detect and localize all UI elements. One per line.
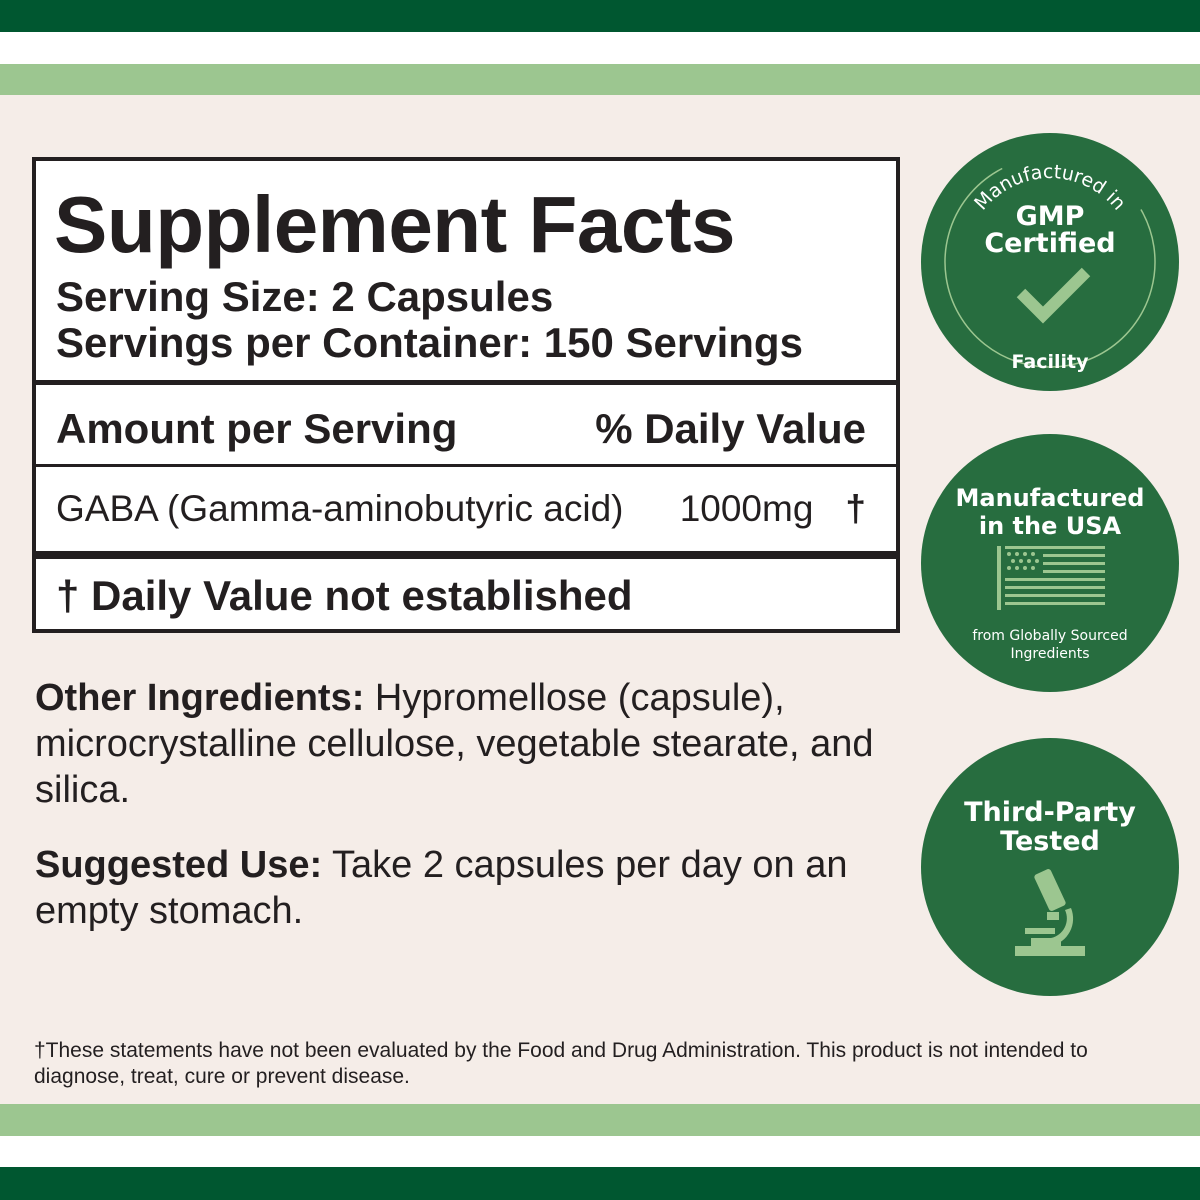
fda-disclaimer: †These statements have not been evaluate… <box>34 1039 1088 1088</box>
bottom-dark-stripe <box>0 1167 1200 1200</box>
third-party-tested-badge: Third-Party Tested <box>921 738 1179 996</box>
us-flag-icon <box>997 546 1105 610</box>
tested-title-2: Tested <box>1000 826 1100 857</box>
ingredient-amount: 1000mg <box>679 488 814 529</box>
suggested-use-label: Suggested Use: <box>35 844 323 886</box>
microscope-icon <box>1015 869 1085 956</box>
usa-sub-1: from Globally Sourced <box>972 628 1128 644</box>
gmp-subtitle: Certified <box>984 228 1115 259</box>
gmp-bottom-text: Facility <box>1012 351 1090 373</box>
bottom-light-stripe <box>0 1104 1200 1136</box>
ingredient-name: GABA (Gamma-aminobutyric acid) <box>56 488 624 529</box>
facts-title: Supplement Facts <box>54 180 736 269</box>
serving-size: Serving Size: 2 Capsules <box>56 273 554 320</box>
ingredient-dv: † <box>845 488 866 529</box>
tested-title-1: Third-Party <box>964 797 1136 828</box>
gmp-title: GMP <box>1016 201 1085 232</box>
bottom-white-stripe <box>0 1136 1200 1167</box>
servings-per-container: Servings per Container: 150 Servings <box>56 319 803 366</box>
footnote-row: † Daily Value not established <box>56 559 866 633</box>
usa-title-2: in the USA <box>978 512 1122 540</box>
other-ingredients-label: Other Ingredients: <box>35 677 365 719</box>
checkmark-icon <box>1016 267 1091 324</box>
amount-per-serving-header: Amount per Serving <box>56 405 458 452</box>
divider <box>36 464 896 467</box>
thick-divider <box>36 551 896 559</box>
supplement-facts-panel: Supplement Facts Serving Size: 2 Capsule… <box>32 157 900 633</box>
suggested-use: Suggested Use: Take 2 capsules per day o… <box>35 842 905 934</box>
top-dark-stripe <box>0 0 1200 32</box>
top-light-stripe <box>0 64 1200 95</box>
top-white-stripe <box>0 32 1200 64</box>
other-ingredients: Other Ingredients: Hypromellose (capsule… <box>35 675 915 813</box>
gmp-certified-badge: Manufactured in Facility GMP Certified <box>921 133 1179 391</box>
other-ingredients-text: Hypromellose (capsule), microcrystalline… <box>35 677 874 811</box>
dv-footnote: † Daily Value not established <box>56 572 633 619</box>
divider <box>36 380 896 385</box>
usa-sub-2: Ingredients <box>1010 646 1090 662</box>
usa-title-1: Manufactured <box>955 484 1145 512</box>
ingredient-row: GABA (Gamma-aminobutyric acid) 1000mg † <box>56 467 866 551</box>
daily-value-header: % Daily Value <box>595 405 866 452</box>
made-in-usa-badge: Manufactured in the USA from Globally So… <box>921 434 1179 692</box>
suggested-use-text: Take 2 capsules per day on an empty stom… <box>35 844 848 932</box>
amount-header-row: Amount per Serving % Daily Value <box>56 389 866 469</box>
